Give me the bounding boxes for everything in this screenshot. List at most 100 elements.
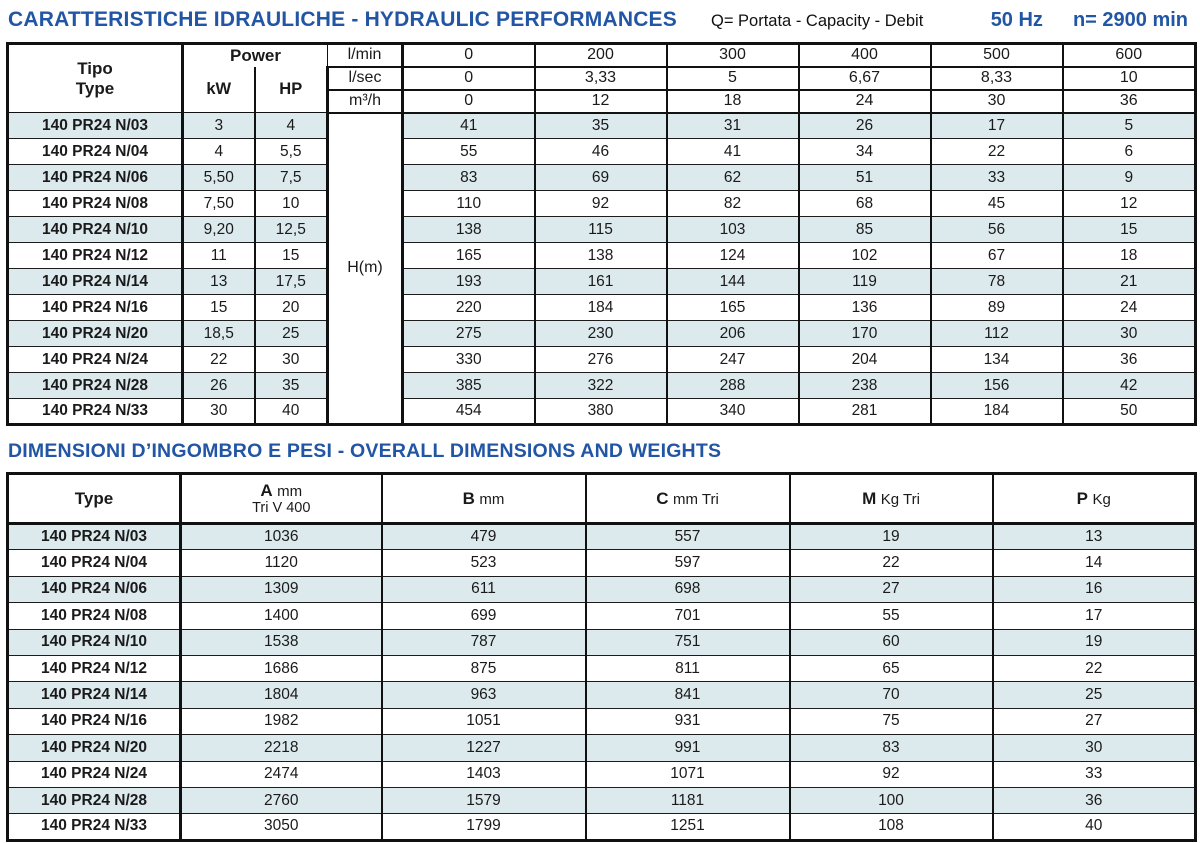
pump-type-cell: 140 PR24 N/24	[7, 760, 182, 788]
head-value-cell: 380	[533, 398, 668, 425]
dim-sub-label: Tri V 400	[252, 500, 311, 516]
flow-header-row-m3h: m³/h 0 12 18 24 30 36	[8, 88, 1197, 114]
dim-m-cell: 92	[788, 760, 994, 788]
pump-type-cell: 140 PR24 N/24	[7, 346, 184, 373]
dim-a-cell: 1400	[179, 602, 383, 630]
pump-type-cell: 140 PR24 N/12	[7, 242, 184, 269]
dim-a-cell: 3050	[179, 813, 383, 841]
kw-cell: 15	[182, 294, 256, 321]
dim-b-cell: 963	[380, 681, 587, 709]
head-value-cell: 165	[401, 242, 536, 269]
flow-value-header: 300	[665, 42, 800, 68]
pump-type-cell: 140 PR24 N/04	[7, 549, 182, 577]
dim-b-cell: 875	[380, 654, 587, 683]
head-value-cell: 385	[401, 372, 536, 399]
head-value-cell: 184	[929, 398, 1064, 425]
head-value-cell: 26	[797, 112, 932, 139]
hydraulic-row: 140 PR24 N/12 11 15 165 138 124 102 67 1…	[7, 242, 1197, 269]
hydraulic-row: 140 PR24 N/24 22 30 330 276 247 204 134 …	[7, 346, 1197, 373]
dims-col-header-p: P Kg	[991, 472, 1197, 525]
head-value-cell: 119	[797, 268, 932, 295]
dimensions-table: Type A mm Tri V 400 B mm C mm Tri M Kg T…	[6, 472, 1197, 842]
dim-p-cell: 17	[991, 602, 1197, 630]
dimensions-row: 140 PR24 N/06 1309 611 698 27 16	[7, 575, 1197, 604]
speed-label: n= 2900 min	[1072, 9, 1188, 31]
dim-letter: C	[656, 488, 669, 508]
kw-cell: 9,20	[182, 216, 256, 243]
head-value-cell: 281	[797, 398, 932, 425]
head-value-cell: 67	[929, 242, 1064, 269]
head-value-cell: 115	[533, 216, 668, 243]
dimensions-header-row: Type A mm Tri V 400 B mm C mm Tri M Kg T…	[6, 472, 1197, 525]
head-value-cell: 56	[929, 216, 1064, 243]
dim-m-cell: 22	[788, 549, 994, 577]
dim-b-cell: 787	[380, 628, 587, 656]
head-value-cell: 134	[929, 346, 1064, 373]
dimensions-row: 140 PR24 N/20 2218 1227 991 83 30	[7, 734, 1197, 762]
hp-cell: 25	[254, 320, 329, 347]
dim-b-cell: 1403	[380, 760, 587, 788]
head-value-cell: 138	[401, 216, 536, 243]
head-value-cell: 55	[401, 138, 536, 165]
flow-value-header: 5	[665, 65, 800, 91]
hp-cell: 5,5	[254, 138, 329, 165]
dim-b-cell: 479	[380, 522, 587, 551]
hydraulic-title: CARATTERISTICHE IDRAULICHE - HYDRAULIC P…	[8, 8, 677, 31]
dim-a-cell: 2218	[179, 734, 383, 762]
head-value-cell: 21	[1061, 268, 1197, 295]
kw-cell: 4	[182, 138, 256, 165]
head-value-cell: 206	[665, 320, 800, 347]
dim-m-cell: 19	[788, 522, 994, 551]
head-value-cell: 136	[797, 294, 932, 321]
flow-unit-lsec: l/sec	[327, 65, 404, 91]
head-value-cell: 112	[929, 320, 1064, 347]
dim-p-cell: 14	[991, 549, 1197, 577]
flow-value-header: 0	[401, 88, 536, 114]
head-value-cell: 6	[1061, 138, 1197, 165]
head-value-cell: 247	[665, 346, 800, 373]
head-value-cell: 204	[797, 346, 932, 373]
dim-m-cell: 108	[788, 813, 994, 841]
hydraulic-row: 140 PR24 N/04 4 5,5 55 46 41 34 22 6	[7, 138, 1197, 165]
dimensions-row: 140 PR24 N/10 1538 787 751 60 19	[7, 628, 1197, 656]
dim-unit: Kg	[1092, 490, 1111, 508]
head-value-cell: 340	[665, 398, 800, 425]
dim-b-cell: 1579	[380, 786, 587, 815]
kw-column-header: kW	[182, 66, 256, 113]
head-value-cell: 102	[797, 242, 932, 269]
kw-cell: 11	[182, 242, 256, 269]
dim-p-cell: 33	[991, 760, 1197, 788]
head-value-cell: 42	[1061, 372, 1197, 399]
hydraulic-row: 140 PR24 N/14 13 17,5 193 161 144 119 78…	[7, 268, 1197, 295]
flow-header-row-lsec: kW HP l/sec 0 3,33 5 6,67 8,33 10	[8, 65, 1197, 113]
hydraulic-row: 140 PR24 N/10 9,20 12,5 138 115 103 85 5…	[7, 216, 1197, 243]
head-value-cell: 103	[665, 216, 800, 243]
pump-type-cell: 140 PR24 N/03	[7, 522, 182, 551]
hydraulic-row: 140 PR24 N/03 3 4 H(m) 41 35 31 26 17 5	[7, 112, 1197, 425]
dim-b-cell: 523	[380, 549, 587, 577]
dim-letter: B	[462, 488, 475, 508]
dimensions-row: 140 PR24 N/28 2760 1579 1181 100 36	[7, 786, 1197, 815]
hydraulic-section-header: CARATTERISTICHE IDRAULICHE - HYDRAULIC P…	[6, 8, 1194, 42]
dim-b-cell: 699	[380, 602, 587, 630]
hp-cell: 35	[254, 372, 329, 399]
hydraulic-row: 140 PR24 N/20 18,5 25 275 230 206 170 11…	[7, 320, 1197, 347]
flow-legend: Q= Portata - Capacity - Debit	[710, 12, 924, 30]
dimensions-row: 140 PR24 N/33 3050 1799 1251 108 40	[7, 813, 1197, 841]
dim-p-cell: 36	[991, 786, 1197, 815]
pump-type-cell: 140 PR24 N/20	[7, 734, 182, 762]
pump-type-cell: 140 PR24 N/33	[7, 813, 182, 841]
head-value-cell: 89	[929, 294, 1064, 321]
kw-cell: 13	[182, 268, 256, 295]
hp-cell: 4	[254, 112, 329, 139]
dim-m-cell: 75	[788, 707, 994, 736]
dim-unit: mm	[479, 490, 505, 508]
flow-value-header: 500	[929, 42, 1064, 68]
hp-cell: 7,5	[254, 164, 329, 191]
dim-b-cell: 1799	[380, 813, 587, 841]
dim-letter: P	[1076, 488, 1089, 508]
head-value-cell: 12	[1061, 190, 1197, 217]
dim-m-cell: 55	[788, 602, 994, 630]
kw-cell: 3	[182, 112, 256, 139]
head-value-cell: 144	[665, 268, 800, 295]
